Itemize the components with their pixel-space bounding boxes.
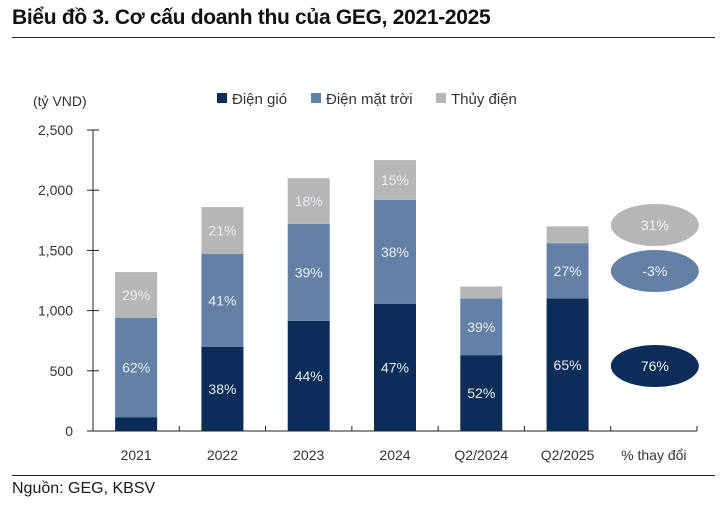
bars: 62% 29% 38% 41% 21% 44% 39% 18% 47% 38% 15% 52% 39% 6… — [115, 160, 589, 431]
bar-stack: 62% 29% — [115, 272, 158, 431]
y-tick-label: 2,500 — [38, 122, 73, 138]
change-bubble-label: 31% — [641, 217, 669, 233]
source-note: Nguồn: GEG, KBSV — [12, 480, 156, 497]
change-bubble-shape — [610, 250, 699, 292]
bar-segment — [201, 207, 244, 255]
bar-segment-label: 18% — [295, 193, 323, 209]
bar-segment — [115, 317, 158, 418]
bar-segment — [460, 355, 503, 431]
x-category-label: 2023 — [293, 447, 324, 463]
bar-segment — [546, 226, 589, 244]
bar-segment — [287, 320, 330, 431]
legend-label: Điện gió — [232, 91, 287, 108]
bar-segment — [287, 178, 330, 224]
x-category-label: Q2/2024 — [454, 447, 508, 463]
legend-item: Điện mặt trời — [311, 91, 413, 108]
legend-label: Điện mặt trời — [326, 91, 413, 108]
bar-segment — [287, 223, 330, 321]
legend: Điện gió Điện mặt trời Thủy điện — [217, 91, 517, 108]
legend-label: Thủy điện — [451, 91, 517, 108]
bar-segment-label: 47% — [381, 359, 409, 375]
y-tick-label: 500 — [50, 363, 74, 379]
bar-segment-label: 62% — [122, 359, 150, 375]
legend-item: Điện gió — [217, 91, 287, 108]
chart-title: Biểu đồ 3. Cơ cấu doanh thu của GEG, 202… — [12, 6, 491, 29]
x-category-label: % thay đổi — [621, 447, 686, 463]
source-divider — [12, 475, 715, 476]
bar-segment-label: 38% — [208, 381, 236, 397]
bar-stack: 38% 41% 21% — [201, 207, 244, 431]
y-tick-label: 2,000 — [38, 182, 73, 198]
y-axis-unit-label: (tỷ VND) — [33, 93, 87, 109]
bar-stack: 47% 38% 15% — [374, 160, 416, 431]
x-category-label: Q2/2025 — [541, 447, 595, 463]
x-category-label: 2021 — [121, 447, 152, 463]
bar-segment-label: 27% — [554, 263, 582, 279]
legend-swatch — [436, 93, 446, 103]
bar-segment — [201, 346, 244, 431]
bar-segment — [201, 254, 244, 347]
change-bubble: 31% — [610, 204, 699, 246]
legend-swatch — [217, 93, 227, 103]
change-bubble-shape — [610, 345, 699, 387]
bar-stack: 44% 39% 18% — [287, 178, 330, 431]
bar-segment — [374, 160, 416, 200]
bar-segment-label: 65% — [554, 357, 582, 373]
bar-stack: 52% 39% — [460, 286, 503, 431]
bar-segment — [546, 298, 589, 431]
bar-segment-label: 21% — [208, 223, 236, 239]
bar-segment — [546, 243, 589, 299]
bar-segment-label: 39% — [295, 264, 323, 280]
bar-segment — [374, 303, 416, 431]
bar-segment — [115, 272, 158, 318]
x-axis: 2021 2022 2023 2024 Q2/2024 Q2/2025 % thay đổi — [93, 426, 698, 463]
bar-segment — [460, 298, 503, 356]
change-bubble-label: 76% — [641, 358, 669, 374]
legend-swatch — [311, 93, 321, 103]
change-annotations: 31% -3% 76% — [610, 204, 699, 387]
change-bubble-label: -3% — [642, 263, 667, 279]
bar-segment — [460, 286, 503, 299]
change-bubble: -3% — [610, 250, 699, 292]
bar-segment-label: 39% — [467, 319, 495, 335]
bar-segment-label: 44% — [295, 368, 323, 384]
title-divider — [12, 37, 715, 38]
legend-item: Thủy điện — [436, 91, 517, 108]
bar-segment-label: 29% — [122, 287, 150, 303]
change-bubble: 76% — [610, 345, 699, 387]
bar-segment — [374, 199, 416, 304]
y-tick-label: 0 — [65, 423, 73, 439]
bar-stack: 65% 27% — [546, 226, 589, 431]
change-bubble-shape — [610, 204, 699, 246]
y-axis: 0 500 1,000 1,500 2,000 2,500 — [38, 122, 99, 439]
y-tick-label: 1,000 — [38, 303, 73, 319]
bar-segment-label: 38% — [381, 244, 409, 260]
x-category-label: 2024 — [379, 447, 410, 463]
bar-segment-label: 52% — [467, 385, 495, 401]
bar-segment — [115, 417, 158, 431]
y-tick-label: 1,500 — [38, 242, 73, 258]
x-category-label: 2022 — [207, 447, 238, 463]
bar-segment-label: 15% — [381, 172, 409, 188]
bar-segment-label: 41% — [208, 292, 236, 308]
